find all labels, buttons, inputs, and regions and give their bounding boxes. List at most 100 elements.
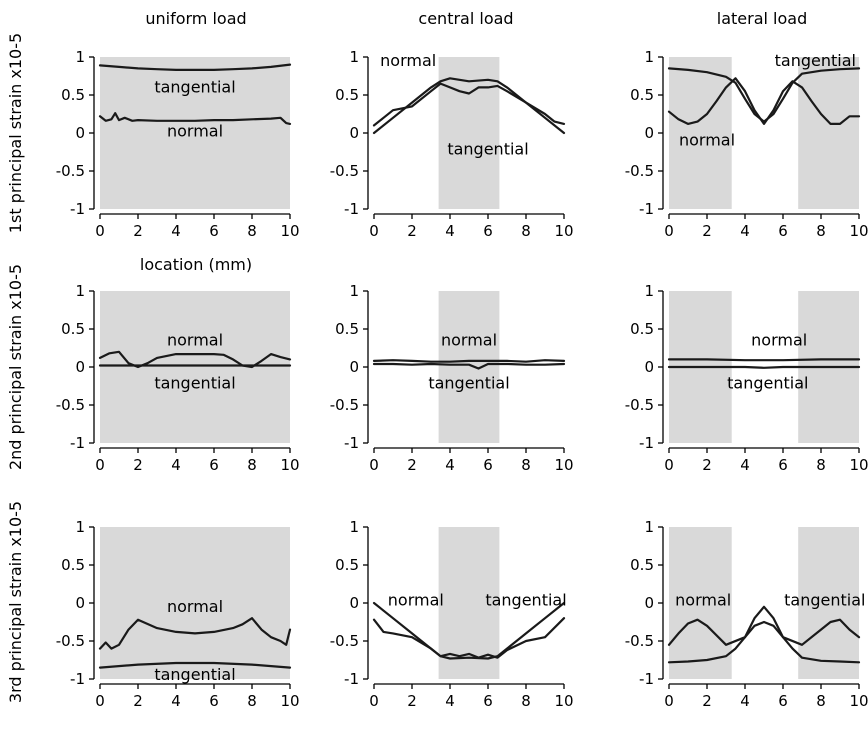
- y-tick-label: 0: [75, 358, 85, 376]
- series-line-tangential: [667, 620, 861, 664]
- y-tick-label: -0.5: [56, 396, 85, 414]
- x-tick-label: 0: [95, 456, 105, 474]
- series-label-tangential: tangential: [784, 591, 865, 610]
- x-tick-label: 2: [702, 222, 712, 240]
- y-tick-label: 0.5: [335, 556, 359, 574]
- y-tick-label: -1: [639, 670, 654, 688]
- series-line-normal: [98, 617, 292, 650]
- y-tick-label: 0: [349, 594, 359, 612]
- x-tick-label: 4: [740, 692, 750, 710]
- series-line-tangential: [667, 67, 861, 123]
- y-tick-label: 0.5: [335, 86, 359, 104]
- y-tick-label: 1: [644, 282, 654, 300]
- x-tick-label: 6: [209, 692, 219, 710]
- load-region: [798, 57, 859, 209]
- series-label-normal: normal: [441, 330, 497, 349]
- x-tick-label: 6: [209, 456, 219, 474]
- x-tick-label: 10: [849, 222, 868, 240]
- row-ylabel-2nd: 2nd principal strain x10-5: [6, 264, 25, 470]
- y-tick-label: -0.5: [330, 396, 359, 414]
- column-title-central: central load: [418, 9, 513, 28]
- y-tick-label: 0: [644, 124, 654, 142]
- y-tick-label: -1: [70, 670, 85, 688]
- y-tick-label: 1: [644, 518, 654, 536]
- x-tick-label: 4: [171, 222, 181, 240]
- y-tick-label: -0.5: [330, 632, 359, 650]
- x-tick-label: 4: [171, 692, 181, 710]
- y-tick-label: 0.5: [61, 86, 85, 104]
- y-tick-label: 1: [75, 518, 85, 536]
- series-line-normal: [372, 359, 566, 363]
- load-region: [669, 57, 732, 209]
- y-tick-label: -0.5: [330, 162, 359, 180]
- y-tick-label: -1: [70, 200, 85, 218]
- y-tick-label: -0.5: [625, 162, 654, 180]
- series-label-normal: normal: [167, 121, 223, 140]
- series-line-normal: [667, 77, 861, 126]
- series-line-normal: [667, 605, 861, 646]
- x-tick-label: 10: [280, 222, 299, 240]
- series-label-normal: normal: [388, 591, 444, 610]
- x-tick-label: 0: [369, 222, 379, 240]
- y-tick-label: -1: [639, 434, 654, 452]
- y-tick-label: 0: [75, 594, 85, 612]
- y-tick-label: 1: [75, 48, 85, 66]
- series-label-tangential: tangential: [154, 374, 235, 393]
- x-tick-label: 4: [740, 456, 750, 474]
- y-tick-label: -1: [344, 200, 359, 218]
- series-label-tangential: tangential: [154, 665, 235, 684]
- series-line-tangential: [372, 601, 566, 660]
- row-ylabel-3rd: 3rd principal strain x10-5: [6, 501, 25, 703]
- series-label-tangential: tangential: [154, 77, 235, 96]
- y-tick-label: 1: [349, 518, 359, 536]
- x-tick-label: 10: [849, 456, 868, 474]
- x-tick-label: 0: [369, 692, 379, 710]
- y-tick-label: 0: [644, 594, 654, 612]
- x-tick-label: 2: [702, 692, 712, 710]
- x-tick-label: 6: [209, 222, 219, 240]
- y-tick-label: 0: [75, 124, 85, 142]
- series-label-normal: normal: [751, 330, 807, 349]
- y-tick-label: 0.5: [61, 320, 85, 338]
- series-line-normal: [667, 358, 861, 362]
- y-tick-label: -0.5: [56, 162, 85, 180]
- series-line-tangential: [98, 63, 292, 72]
- series-line-tangential: [98, 661, 292, 669]
- row-ylabel-1st: 1st principal strain x10-5: [6, 33, 25, 233]
- x-tick-label: 6: [483, 222, 493, 240]
- series-label-normal: normal: [380, 51, 436, 70]
- x-tick-label: 0: [664, 456, 674, 474]
- series-label-normal: normal: [679, 131, 735, 150]
- x-tick-label: 0: [664, 222, 674, 240]
- x-tick-label: 10: [554, 222, 573, 240]
- x-tick-label: 0: [95, 692, 105, 710]
- y-tick-label: 0.5: [630, 86, 654, 104]
- y-tick-label: 1: [75, 282, 85, 300]
- x-tick-label: 4: [740, 222, 750, 240]
- x-tick-label: 2: [702, 456, 712, 474]
- x-tick-label: 2: [407, 222, 417, 240]
- series-label-tangential: tangential: [775, 51, 856, 70]
- chart-panels: -1-0.500.510 2 4 6 8 10tangentialnormal-1-0.5…: [56, 48, 868, 710]
- x-tick-label: 0: [95, 222, 105, 240]
- load-region: [669, 527, 732, 679]
- x-tick-label: 6: [483, 692, 493, 710]
- x-tick-label: 8: [247, 692, 257, 710]
- y-tick-label: 1: [349, 48, 359, 66]
- series-label-normal: normal: [167, 330, 223, 349]
- y-tick-label: -1: [639, 200, 654, 218]
- y-tick-label: 0: [644, 358, 654, 376]
- x-tick-label: 8: [816, 222, 826, 240]
- x-tick-label: 4: [445, 456, 455, 474]
- x-axis-label: location (mm): [140, 255, 252, 274]
- series-line-normal: [98, 350, 292, 369]
